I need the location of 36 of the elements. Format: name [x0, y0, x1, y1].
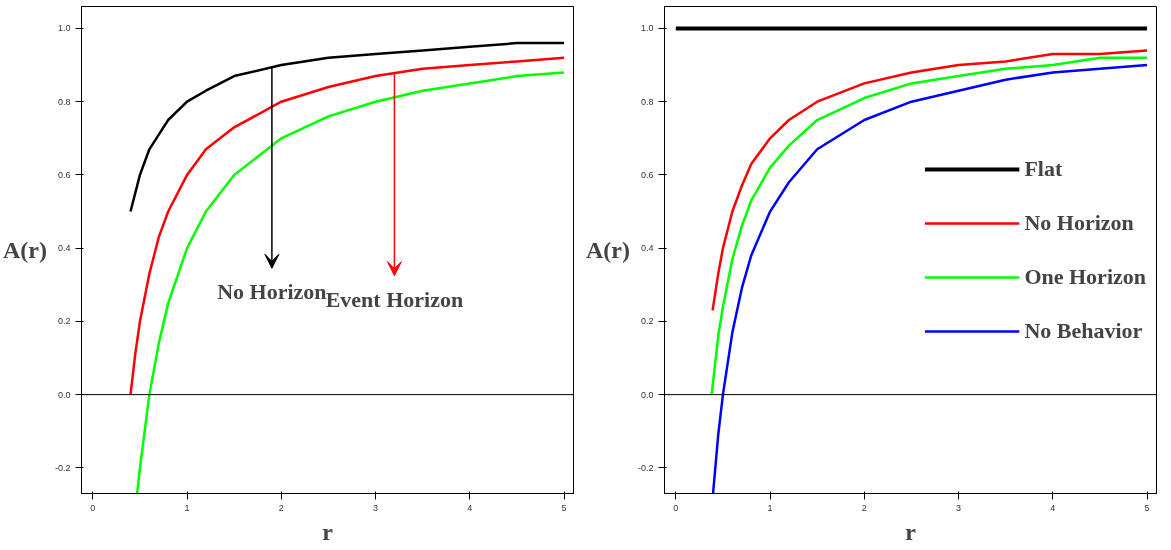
- legend-label: Flat: [1024, 155, 1063, 182]
- x-tick-label: 3: [373, 502, 379, 513]
- x-axis-title: r: [905, 518, 917, 545]
- y-tick-label: 1.0: [640, 23, 654, 34]
- x-tick-label: 4: [1050, 502, 1056, 513]
- x-tick-label: 1: [184, 502, 190, 513]
- x-tick-label: 2: [861, 502, 867, 513]
- x-tick-label: 0: [673, 502, 679, 513]
- x-tick-label: 2: [278, 502, 284, 513]
- y-axis-title: A(r): [586, 237, 630, 263]
- legend-label: One Horizon: [1024, 263, 1146, 290]
- y-tick-label: 0.0: [57, 389, 71, 400]
- annotation: No Horizon: [217, 279, 327, 305]
- y-axis-title: A(r): [3, 237, 47, 263]
- y-tick-label: 0.8: [640, 96, 654, 107]
- x-tick-label: 1: [767, 502, 773, 513]
- y-tick-label: -0.2: [54, 462, 71, 473]
- y-tick-label: 0.8: [57, 96, 71, 107]
- annotation: Event Horizon: [325, 286, 464, 312]
- y-tick-label: 0.2: [57, 316, 71, 327]
- x-axis-title: r: [322, 518, 334, 545]
- y-tick-label: 0.2: [640, 316, 654, 327]
- y-tick-label: 0.4: [640, 243, 654, 254]
- y-tick-label: 0.4: [57, 243, 71, 254]
- y-tick-label: 0.0: [640, 389, 654, 400]
- legend-label: No Horizon: [1024, 209, 1134, 236]
- y-tick-label: -0.2: [637, 462, 654, 473]
- x-tick-label: 0: [90, 502, 96, 513]
- legend-label: No Behavior: [1024, 317, 1143, 344]
- x-tick-label: 5: [1144, 502, 1150, 513]
- x-tick-label: 4: [467, 502, 473, 513]
- x-tick-label: 5: [561, 502, 567, 513]
- y-tick-label: 0.6: [640, 169, 654, 180]
- y-tick-label: 1.0: [57, 23, 71, 34]
- y-tick-label: 0.6: [57, 169, 71, 180]
- x-tick-label: 3: [956, 502, 962, 513]
